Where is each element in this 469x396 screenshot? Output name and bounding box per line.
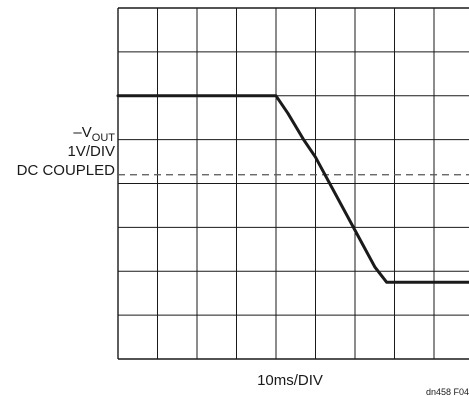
y-axis-label-coupling: DC COUPLED xyxy=(17,162,116,179)
figure-id: dn458 F04 xyxy=(426,387,469,396)
trace-line xyxy=(116,94,469,284)
y-axis-label-symbol: –VOUT xyxy=(73,124,115,144)
x-axis-label: 10ms/DIV xyxy=(257,372,323,389)
chart-grid xyxy=(117,7,469,360)
trace-group xyxy=(116,94,469,284)
y-axis-label-scale: 1V/DIV xyxy=(67,143,115,160)
